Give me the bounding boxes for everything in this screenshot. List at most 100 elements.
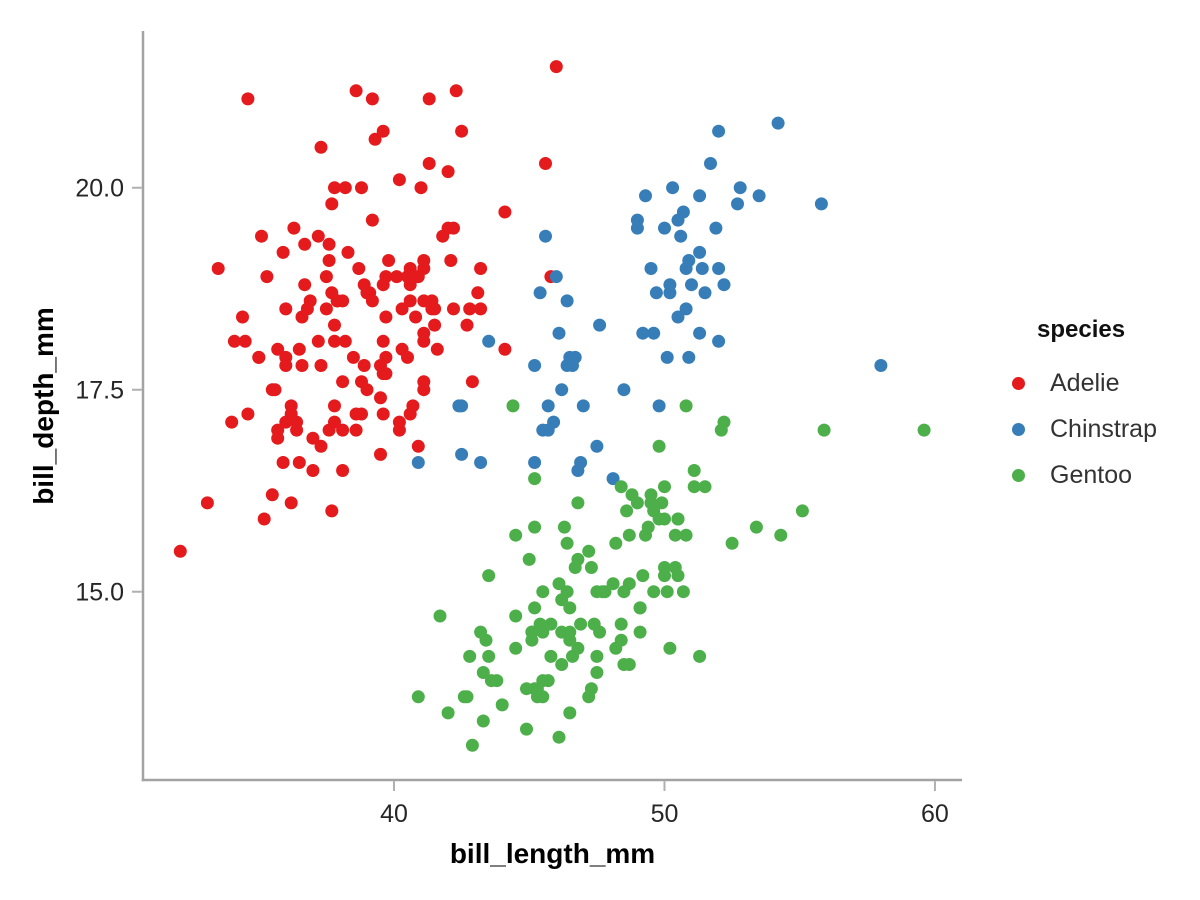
data-point bbox=[417, 383, 431, 397]
data-point bbox=[693, 189, 707, 203]
x-tick-label: 50 bbox=[651, 800, 679, 828]
data-point bbox=[314, 439, 328, 453]
legend-item-label: Gentoo bbox=[1050, 460, 1133, 489]
data-point bbox=[671, 310, 685, 324]
data-point bbox=[671, 569, 685, 583]
data-point bbox=[698, 286, 712, 300]
data-point bbox=[644, 496, 658, 510]
legend-item-label: Chinstrap bbox=[1050, 414, 1157, 443]
data-point bbox=[441, 165, 455, 179]
data-point bbox=[336, 423, 350, 437]
data-point bbox=[636, 326, 650, 340]
data-point bbox=[614, 480, 628, 494]
axes: 40 50 60 15.0 17.5 20.0 bbox=[75, 31, 962, 828]
data-point bbox=[311, 229, 325, 243]
data-point bbox=[582, 544, 596, 558]
data-point bbox=[649, 286, 663, 300]
data-point bbox=[682, 350, 696, 364]
data-point bbox=[409, 310, 423, 324]
data-point bbox=[606, 472, 620, 486]
data-point bbox=[666, 181, 680, 195]
data-point bbox=[411, 439, 425, 453]
data-point bbox=[647, 585, 661, 599]
data-point bbox=[476, 714, 490, 728]
data-point bbox=[917, 423, 931, 437]
data-point bbox=[698, 480, 712, 494]
data-point bbox=[279, 359, 293, 372]
data-point bbox=[658, 480, 671, 494]
data-point bbox=[455, 124, 469, 138]
data-point bbox=[636, 569, 650, 583]
data-point bbox=[271, 342, 285, 356]
data-point bbox=[560, 294, 574, 308]
data-point bbox=[365, 92, 379, 106]
data-point bbox=[295, 359, 309, 372]
x-tick-label: 60 bbox=[921, 800, 949, 828]
data-point bbox=[422, 157, 436, 170]
data-point bbox=[671, 512, 685, 526]
data-point bbox=[552, 326, 566, 340]
data-point bbox=[325, 504, 339, 518]
legend-swatch-icon bbox=[1012, 376, 1025, 390]
data-point bbox=[676, 205, 690, 219]
data-point bbox=[679, 262, 693, 275]
data-point bbox=[482, 649, 496, 663]
data-point bbox=[411, 690, 425, 704]
data-point bbox=[593, 318, 607, 332]
data-point bbox=[417, 334, 431, 348]
data-point bbox=[465, 738, 479, 752]
data-point bbox=[614, 617, 628, 631]
data-point bbox=[200, 496, 214, 510]
x-tick-label: 40 bbox=[380, 800, 408, 828]
data-point bbox=[376, 124, 390, 138]
data-point bbox=[560, 536, 574, 550]
data-point bbox=[403, 262, 417, 275]
data-point bbox=[365, 294, 379, 308]
data-point bbox=[236, 310, 249, 324]
data-point bbox=[328, 334, 341, 348]
data-point bbox=[725, 536, 739, 550]
data-point bbox=[522, 552, 536, 566]
data-point bbox=[660, 350, 674, 364]
data-point bbox=[658, 221, 671, 235]
data-point bbox=[474, 302, 488, 316]
data-point bbox=[474, 262, 488, 275]
data-point bbox=[298, 237, 312, 251]
legend: species Adelie Chinstrap Gentoo bbox=[1010, 316, 1157, 498]
data-point bbox=[544, 617, 558, 631]
data-point bbox=[376, 334, 390, 348]
data-point bbox=[455, 447, 469, 461]
data-point bbox=[658, 561, 671, 574]
data-point bbox=[368, 132, 382, 146]
data-point bbox=[693, 326, 707, 340]
data-point bbox=[693, 649, 707, 663]
data-point bbox=[349, 407, 363, 421]
data-point bbox=[211, 262, 225, 275]
data-point bbox=[406, 399, 420, 413]
data-point bbox=[284, 496, 298, 510]
data-point bbox=[652, 439, 666, 453]
data-point bbox=[644, 262, 658, 275]
data-point bbox=[687, 480, 701, 494]
data-point bbox=[528, 601, 542, 615]
data-point bbox=[352, 262, 366, 275]
data-point bbox=[482, 334, 496, 348]
data-point bbox=[338, 181, 352, 195]
data-point bbox=[655, 496, 669, 510]
data-point bbox=[392, 173, 406, 187]
data-point bbox=[617, 585, 631, 599]
data-point bbox=[336, 464, 350, 477]
data-point bbox=[633, 625, 647, 639]
data-point bbox=[498, 342, 512, 356]
data-point bbox=[379, 367, 393, 381]
data-point bbox=[447, 302, 460, 316]
data-point bbox=[693, 245, 707, 259]
data-point bbox=[717, 278, 731, 292]
data-point bbox=[325, 197, 339, 211]
data-point bbox=[379, 270, 393, 284]
data-point bbox=[238, 334, 252, 348]
legend-item-adelie: Adelie bbox=[1010, 360, 1157, 406]
data-point bbox=[774, 528, 788, 542]
data-point bbox=[630, 213, 644, 227]
data-point bbox=[609, 536, 623, 550]
